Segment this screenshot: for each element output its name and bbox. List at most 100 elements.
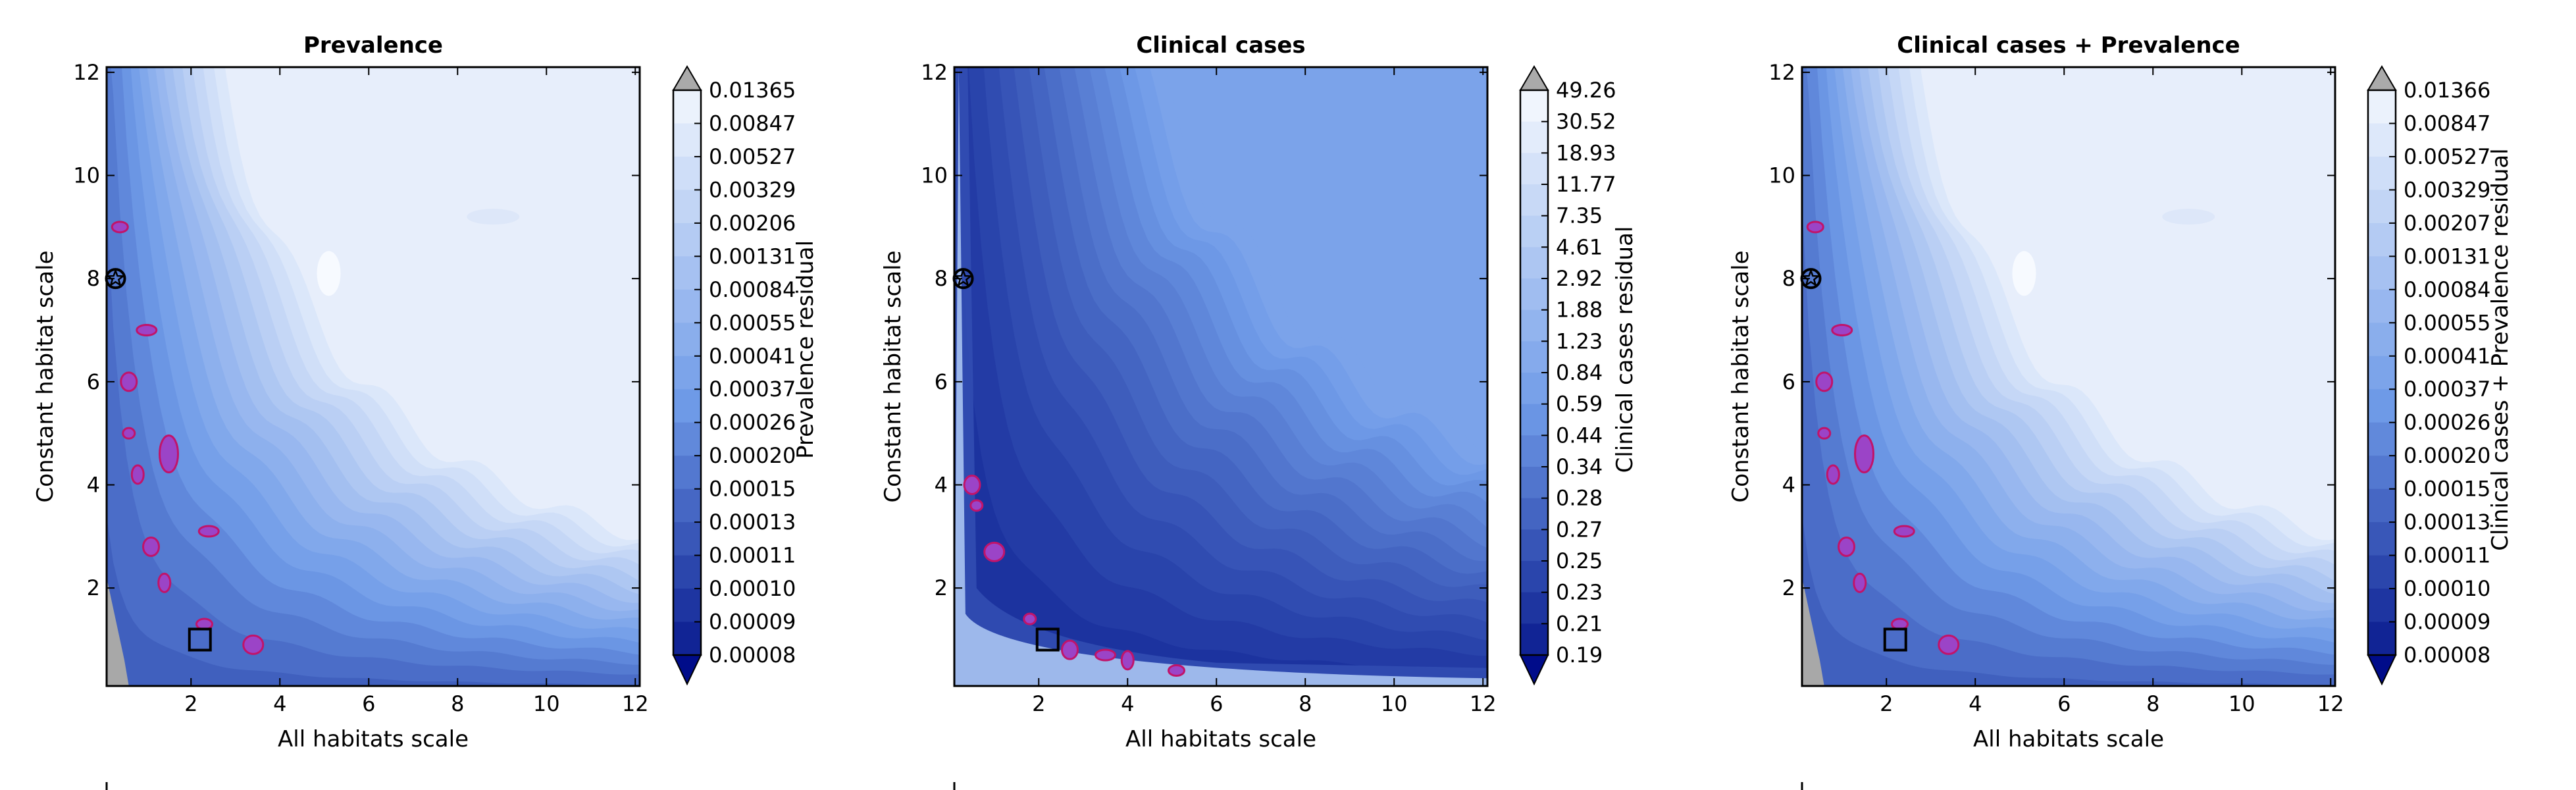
colorbar: 49.26 30.52 18.93 11.77 7.35 4.61 2.92 1.88 1.23…	[1519, 65, 1638, 686]
x-axis-label: All habitats scale	[1125, 726, 1316, 752]
colorbar-tick-label: 0.00037	[709, 377, 796, 402]
colorbar-tick-label: 0.00009	[2404, 610, 2490, 635]
colorbar-segment	[673, 621, 701, 656]
colorbar-tick-label: 0.34	[1556, 454, 1603, 479]
colorbar-segment	[1520, 435, 1548, 467]
highlight-region	[1831, 324, 1853, 336]
y-tick-label: 8	[935, 266, 948, 291]
colorbar-tick-label: 0.19	[1556, 643, 1603, 668]
chart-title: Clinical cases	[1136, 32, 1305, 59]
x-tick-label: 6	[2057, 691, 2071, 716]
colorbar-segment	[673, 256, 701, 290]
colorbar-segment	[2368, 589, 2396, 623]
colorbar-segment	[673, 323, 701, 357]
colorbar-tick-label: 7.35	[1556, 203, 1603, 228]
colorbar-segment	[673, 123, 701, 157]
colorbar-segment	[673, 422, 701, 456]
x-tick-label: 10	[2228, 691, 2255, 716]
highlight-region	[242, 634, 265, 655]
colorbar-segment	[1520, 309, 1548, 342]
x-tick-label: 2	[1880, 691, 1893, 716]
highlight-region	[142, 537, 160, 557]
colorbar-tick-label: 0.23	[1556, 580, 1603, 605]
colorbar-segment	[2368, 323, 2396, 357]
colorbar-tick-label: 0.00013	[2404, 510, 2490, 535]
highlight-region	[197, 525, 220, 538]
y-tick-label: 10	[73, 163, 100, 188]
x-tick-label: 10	[533, 691, 560, 716]
colorbar-tick-label: 0.00131	[2404, 244, 2490, 269]
y-axis-label: Constant habitat scale	[32, 251, 59, 503]
highlight-region	[1817, 427, 1832, 440]
colorbar-under-extend	[1519, 654, 1549, 686]
colorbar-over-extend	[672, 65, 702, 91]
highlight-region	[159, 434, 179, 473]
colorbar-tick-label: 0.00207	[2404, 211, 2490, 236]
colorbar-tick-label: 0.00055	[709, 310, 796, 335]
colorbar-segment	[2368, 456, 2396, 490]
highlight-region	[122, 427, 136, 440]
colorbar-tick-label: 0.84	[1556, 360, 1603, 385]
y-tick-label: 4	[935, 473, 948, 498]
x-tick-label: 4	[273, 691, 286, 716]
colorbar-under-extend	[672, 654, 702, 686]
y-axis-label: Constant habitat scale	[880, 251, 906, 503]
chart-title: Clinical cases + Prevalence	[1897, 32, 2240, 59]
x-tick-label: 6	[1210, 691, 1223, 716]
colorbar-segment	[2368, 621, 2396, 656]
square-marker	[188, 627, 212, 652]
colorbar-tick-label: 0.27	[1556, 517, 1603, 542]
colorbar-tick-label: 1.88	[1556, 298, 1603, 323]
colorbar-segment	[1520, 592, 1548, 624]
colorbar-tick-label: 0.00015	[709, 477, 796, 502]
x-axis-label: All habitats scale	[278, 726, 469, 752]
x-tick-label: 12	[2317, 691, 2344, 716]
highlight-region	[969, 499, 984, 512]
colorbar-tick-label: 0.00041	[2404, 344, 2490, 369]
colorbar-segment	[2368, 488, 2396, 523]
colorbar-segment	[673, 522, 701, 556]
x-axis-label: All habitats scale	[1973, 726, 2164, 752]
colorbar-segment	[1520, 121, 1548, 153]
axes-frame	[1801, 66, 2336, 687]
colorbar-tick-label: 2.92	[1556, 266, 1603, 291]
colorbar-tick-label: 49.26	[1556, 78, 1616, 103]
colorbar-segment	[1520, 623, 1548, 656]
colorbar-tick-label: 0.00010	[2404, 576, 2490, 601]
colorbar-segment	[1520, 215, 1548, 248]
highlight-region	[1854, 434, 1874, 473]
highlight-region	[1838, 537, 1855, 557]
y-tick-label: 6	[87, 369, 100, 394]
colorbar-segment	[2368, 90, 2396, 124]
colorbar-tick-label: 0.00527	[2404, 144, 2490, 169]
colorbar-tick-label: 0.00055	[2404, 310, 2490, 335]
x-tick-label: 12	[622, 691, 649, 716]
colorbar-tick-label: 18.93	[1556, 140, 1616, 165]
colorbar-tick-label: 0.00206	[709, 211, 796, 236]
colorbar-over-extend	[2367, 65, 2397, 91]
colorbar-tick-label: 0.00037	[2404, 377, 2490, 402]
colorbar-segment	[1520, 561, 1548, 593]
colorbar-segment	[673, 156, 701, 191]
colorbar-under-extend	[2367, 654, 2397, 686]
x-tick-label: 6	[362, 691, 375, 716]
colorbar-label: Prevalence residual	[792, 240, 819, 459]
colorbar-segment	[1520, 184, 1548, 217]
colorbar-tick-label: 0.28	[1556, 486, 1603, 511]
contour-field	[1802, 67, 2335, 686]
x-tick-label: 8	[451, 691, 464, 716]
colorbar-segment	[1520, 278, 1548, 311]
colorbar-segment	[673, 289, 701, 323]
colorbar-segment	[1520, 90, 1548, 122]
colorbar-segment	[673, 589, 701, 623]
colorbar: 0.01366 0.00847 0.00527 0.00329 0.00207 0.001…	[2367, 65, 2513, 686]
colorbar-tick-label: 0.00026	[2404, 410, 2490, 435]
colorbar-tick-label: 0.00847	[2404, 111, 2490, 136]
colorbar-tick-label: 1.23	[1556, 329, 1603, 354]
colorbar-tick-label: 0.00329	[2404, 177, 2490, 202]
colorbar-label: Clinical cases residual	[1612, 226, 1638, 473]
colorbar-tick-label: 0.00008	[2404, 643, 2490, 668]
colorbar: 0.01365 0.00847 0.00527 0.00329 0.00206 0.001…	[672, 65, 819, 686]
panel-1: 2 4 6 8 10 12 2 4 6 8 10 12 Prevalence All habitats s…	[32, 32, 819, 790]
colorbar-segment	[2368, 289, 2396, 323]
